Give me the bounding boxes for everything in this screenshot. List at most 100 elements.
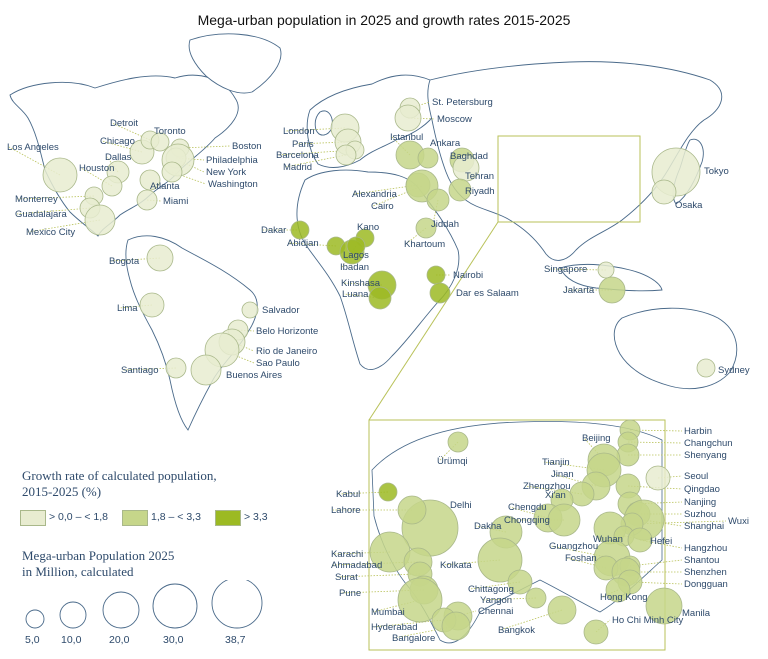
leader-line-kabul [337,491,389,495]
city-label-bogota: Bogota [109,256,140,267]
city-label-guadalajara: Guadalajara [15,209,67,220]
city-bubble-seoul [645,465,671,491]
city-label-santiago: Santiago [121,365,159,376]
growth-low-label: > 0,0 – < 1,8 [49,511,108,523]
city-label-detroit: Detroit [110,118,138,129]
size-legend-circles [25,580,263,629]
city-label-dongguan: Dongguan [684,579,728,590]
city-label-hangzhou: Hangzhou [684,543,727,554]
leader-line-belo-horizonte [237,329,255,332]
city-bubble-kabul [378,482,398,502]
city-bubble-madrid [335,144,357,166]
size-label-10: 10,0 [61,634,82,646]
leader-line-bangkok [499,609,563,631]
leader-line-mumbai [372,599,421,613]
asia-outline [427,61,723,261]
city-label-tehran: Tehran [465,171,494,182]
city-bubble-ankara [417,147,439,169]
continents [9,33,738,431]
leader-line-xi-an [546,494,563,501]
city-label-sydney: Sydney [718,365,750,376]
city-label-washington: Washington [208,179,258,190]
city-bubble-shenyang [616,443,640,467]
city-bubble-los-angeles [42,157,78,193]
city-label-houston: Houston [79,163,114,174]
growth-mid-swatch [122,510,148,526]
leader-line-abidjan [288,242,337,247]
leader-line-dongguan [629,581,683,585]
city-label-bangalore: Bangalore [392,633,435,644]
leader-line-nanjing [629,501,683,505]
city-label-osaka: Osaka [675,200,703,211]
city-bubble-buenos-aires [190,354,222,386]
city-bubble-kolkata [477,537,523,583]
greenland-outline [188,33,282,94]
map-title: Mega-urban population in 2025 and growth… [197,12,571,28]
city-label-sao-paulo: Sao Paulo [256,358,300,369]
leader-line-harbin [629,429,683,432]
size-legend-title-line1: Mega-urban Population 2025 [22,548,175,563]
city-label-buenos-aires: Buenos Aires [226,370,282,381]
city-label-hong-kong: Hong Kong [600,592,648,603]
growth-legend-title-line2: 2015-2025 (%) [22,484,102,499]
size-circle-38-7 [211,580,263,629]
size-circle-10 [59,601,87,629]
city-label-mexico-city: Mexico City [26,227,75,238]
city-label-wuxi: Wuxi [728,516,749,527]
city-label-madrid: Madrid [283,162,312,173]
city-label-barcelona: Barcelona [276,150,319,161]
size-label-38-7: 38,7 [225,634,246,646]
city-label-kabul: Kabul [336,489,360,500]
city-label-shantou: Shantou [684,555,719,566]
size-legend-title: Mega-urban Population 2025 in Million, c… [22,548,174,580]
city-bubble-chittagong [507,569,533,595]
city-label-lagos: Lagos [343,250,369,261]
asia-highlight-frame [497,135,641,223]
city-label-riyadh: Riyadh [465,186,495,197]
leader-line-beijing [583,437,605,461]
city-label-beijing: Beijing [582,433,611,444]
city-bubble-mexico-city [84,204,116,236]
city-bubble-miami [136,189,158,211]
growth-low-swatch [20,510,46,526]
city-label-lima: Lima [117,303,138,314]
city-label-new-york: New York [206,167,246,178]
city-label-chennai: Chennai [478,606,513,617]
leader-line-lima [118,304,153,309]
city-bubble-mumbai [397,577,443,623]
city-label-yangon: Yangon [480,595,512,606]
city-label-kano: Kano [357,222,379,233]
city-label-atlanta: Atlanta [150,181,180,192]
city-label-lahore: Lahore [331,505,361,516]
city-label-toronto: Toronto [154,126,186,137]
city-label-mumbai: Mumbai [371,607,405,618]
growth-legend-title: Growth rate of calculated population, 20… [22,468,217,500]
city-bubble-khartoum [415,217,437,239]
leader-line-bogota [110,257,161,262]
size-circle-20 [102,591,140,629]
city-label-suzhou: Suzhou [684,509,716,520]
city-label-ankara: Ankara [430,138,461,149]
city-label-chittagong: Chittagong [468,584,514,595]
growth-legend-title-line1: Growth rate of calculated population, [22,468,217,483]
city-label-boston: Boston [232,141,262,152]
city-label-chicago: Chicago [100,136,135,147]
city-label-hefei: Hefei [650,536,672,547]
size-label-30: 30,0 [163,634,184,646]
city-bubble-manila [645,587,683,625]
city-bubble-santiago [165,357,187,379]
city-label-abidjan: Abidjan [287,238,319,249]
city-label-tokyo: Tokyo [704,166,729,177]
leader-line-boston [179,145,231,149]
city-label-dakar: Dakar [261,225,286,236]
city-bubble-dakar [290,220,310,240]
leader-line-pune [340,589,425,594]
city-bubble-hangzhou [627,527,653,553]
city-label-surat: Surat [335,572,358,583]
city-label-jakarta: Jakarta [563,285,595,296]
leader-line-chittagong [469,581,521,590]
city-label-dallas: Dallas [105,152,132,163]
city-bubble-chongqing [547,503,581,537]
city-label-rio-de-janeiro: Rio de Janeiro [256,346,317,357]
